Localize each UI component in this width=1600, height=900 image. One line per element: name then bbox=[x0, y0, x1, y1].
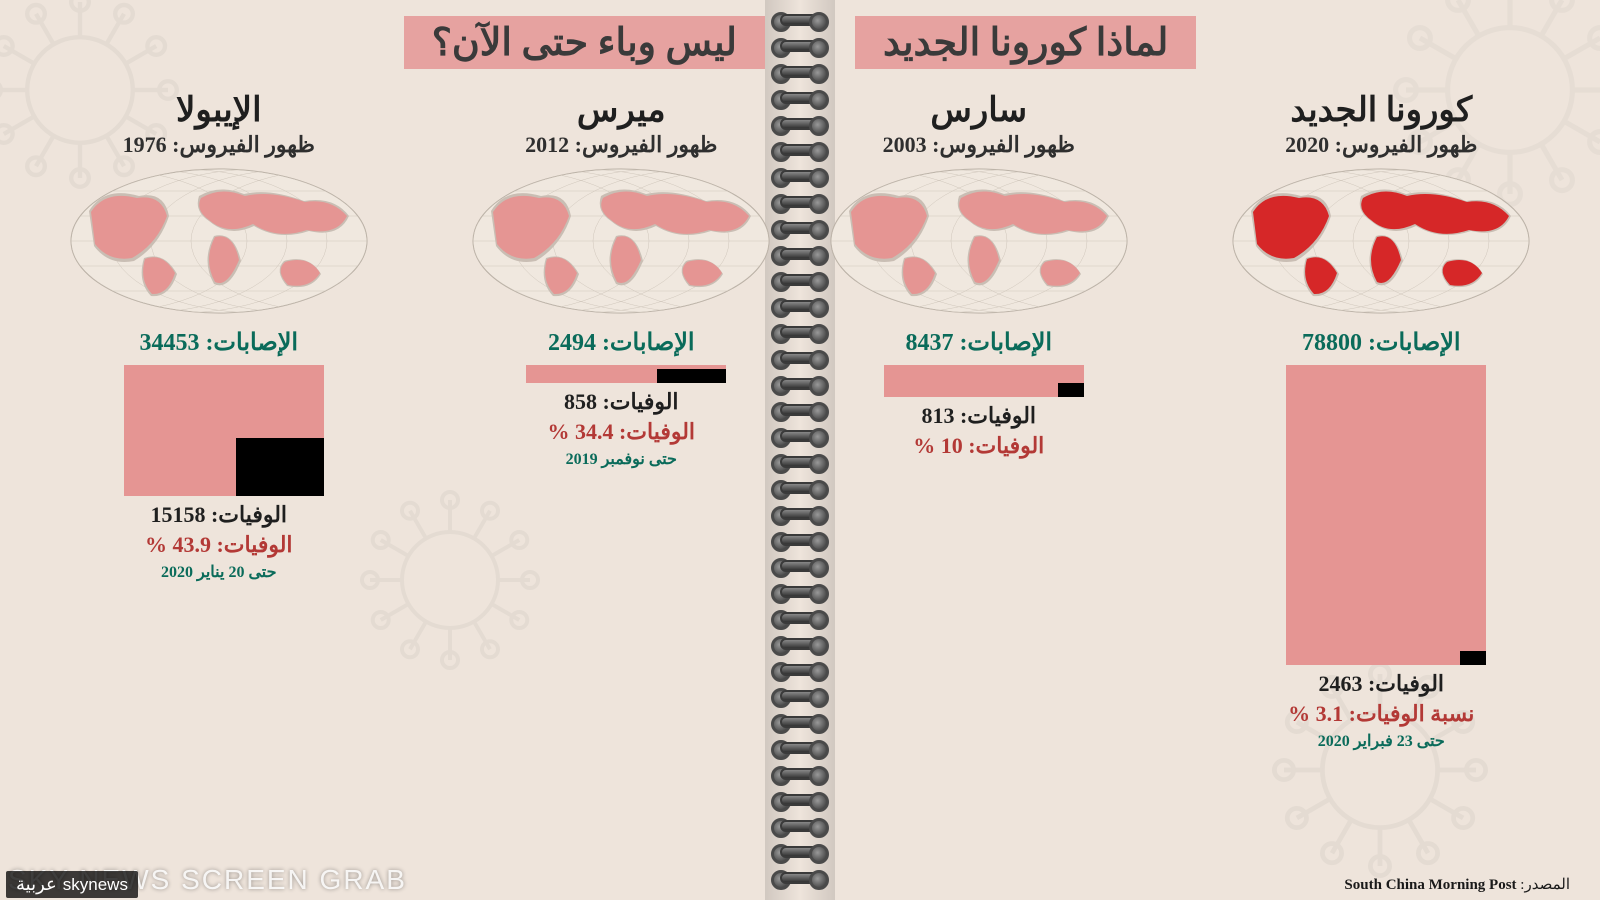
infections-label: الإصابات: 34453 bbox=[139, 328, 298, 357]
virus-appearance: ظهور الفيروس: 2012 bbox=[525, 132, 717, 158]
world-map-mers bbox=[471, 166, 771, 316]
skynews-logo: skynews عربية bbox=[6, 871, 138, 898]
asof-label: حتى 20 يناير 2020 bbox=[161, 562, 277, 582]
logo-suffix: عربية bbox=[16, 874, 57, 895]
source-value: South China Morning Post bbox=[1344, 877, 1516, 893]
virus-name: كورونا الجديد bbox=[1290, 90, 1472, 130]
deaths-label: الوفيات: 813 bbox=[921, 403, 1036, 429]
infections-label: الإصابات: 78800 bbox=[1302, 328, 1461, 357]
world-map-ebola bbox=[69, 166, 369, 316]
death-rate-label: الوفيات: 34.4 % bbox=[547, 419, 695, 445]
virus-column-ebola: الإيبولاظهور الفيروس: 1976 bbox=[40, 90, 398, 870]
source-credit: المصدر: South China Morning Post bbox=[1344, 875, 1570, 894]
bar-chart-covid bbox=[1241, 365, 1521, 665]
bar-chart-mers bbox=[481, 365, 761, 383]
deaths-label: الوفيات: 15158 bbox=[150, 502, 287, 528]
deaths-label: الوفيات: 2463 bbox=[1318, 671, 1444, 697]
world-map-covid bbox=[1231, 166, 1531, 316]
virus-name: سارس bbox=[930, 90, 1027, 130]
virus-column-sars: سارسظهور الفيروس: 2003 ال bbox=[800, 90, 1158, 870]
title: لماذا كورونا الجديد ليس وباء حتى الآن؟ bbox=[0, 16, 1600, 69]
asof-label: حتى نوفمبر 2019 bbox=[566, 449, 677, 469]
bar-chart-ebola bbox=[79, 365, 359, 496]
virus-columns: الإيبولاظهور الفيروس: 1976 bbox=[40, 90, 1560, 870]
deaths-label: الوفيات: 858 bbox=[564, 389, 679, 415]
virus-column-covid: كورونا الجديدظهور الفيروس: 2020 bbox=[1203, 90, 1561, 870]
death-rate-label: نسبة الوفيات: 3.1 % bbox=[1288, 701, 1474, 727]
infections-label: الإصابات: 2494 bbox=[548, 328, 695, 357]
virus-name: ميرس bbox=[577, 90, 666, 130]
virus-appearance: ظهور الفيروس: 2003 bbox=[883, 132, 1075, 158]
source-label: المصدر: bbox=[1520, 877, 1570, 893]
bar-chart-sars bbox=[839, 365, 1119, 397]
asof-label: حتى 23 فبراير 2020 bbox=[1318, 731, 1445, 751]
virus-column-mers: ميرسظهور الفيروس: 2012 ال bbox=[443, 90, 801, 870]
title-right: لماذا كورونا الجديد bbox=[855, 16, 1196, 69]
virus-name: الإيبولا bbox=[176, 90, 262, 130]
death-rate-label: الوفيات: 10 % bbox=[913, 433, 1044, 459]
title-left: ليس وباء حتى الآن؟ bbox=[404, 16, 765, 69]
death-rate-label: الوفيات: 43.9 % bbox=[145, 532, 293, 558]
logo-brand: skynews bbox=[63, 875, 128, 895]
virus-appearance: ظهور الفيروس: 2020 bbox=[1285, 132, 1477, 158]
virus-appearance: ظهور الفيروس: 1976 bbox=[123, 132, 315, 158]
infections-label: الإصابات: 8437 bbox=[905, 328, 1052, 357]
world-map-sars bbox=[829, 166, 1129, 316]
